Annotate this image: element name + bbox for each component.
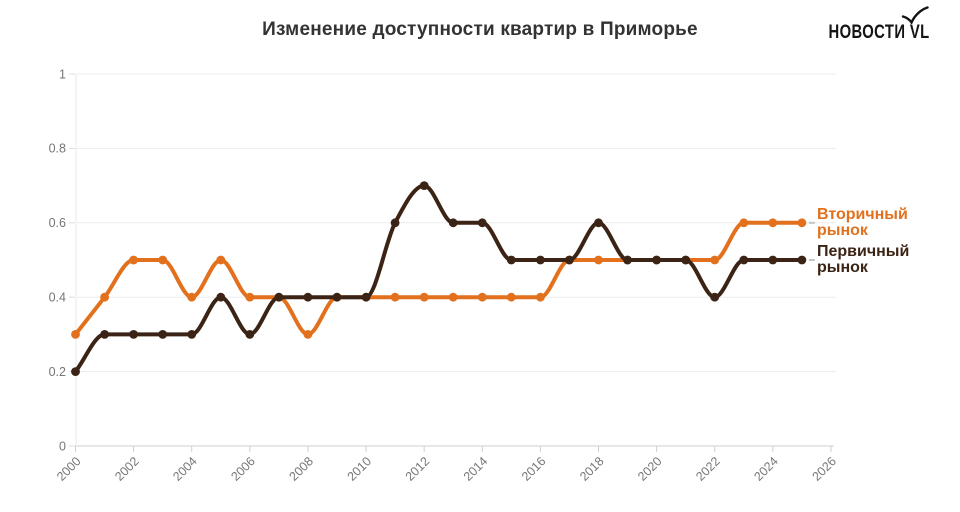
svg-text:2008: 2008 bbox=[286, 454, 316, 484]
svg-text:0.4: 0.4 bbox=[49, 291, 66, 305]
svg-text:2024: 2024 bbox=[751, 454, 781, 484]
svg-text:2012: 2012 bbox=[403, 454, 433, 484]
svg-text:2004: 2004 bbox=[170, 454, 200, 484]
svg-text:2018: 2018 bbox=[577, 454, 607, 484]
svg-text:2006: 2006 bbox=[228, 454, 258, 484]
news-vl-logo: НОВОСТИ VL bbox=[800, 6, 930, 44]
legend-secondary-market: Вторичный рынок bbox=[817, 207, 908, 239]
legend-primary-market: Первичный рынок bbox=[817, 244, 909, 276]
svg-text:2014: 2014 bbox=[461, 454, 491, 484]
svg-text:2022: 2022 bbox=[693, 454, 723, 484]
logo-text: НОВОСТИ VL bbox=[828, 22, 930, 43]
svg-text:0.8: 0.8 bbox=[49, 142, 66, 156]
legend-label-line: рынок bbox=[817, 259, 868, 276]
svg-text:0: 0 bbox=[59, 439, 66, 453]
svg-text:2026: 2026 bbox=[809, 454, 839, 484]
legend-label-line: рынок bbox=[817, 222, 868, 239]
svg-text:1: 1 bbox=[59, 67, 66, 81]
bird-check-icon bbox=[901, 6, 929, 24]
legend-label-line: Вторичный bbox=[817, 206, 908, 223]
svg-text:0.6: 0.6 bbox=[49, 216, 66, 230]
svg-text:2010: 2010 bbox=[345, 454, 375, 484]
svg-text:2016: 2016 bbox=[519, 454, 549, 484]
chart-title: Изменение доступности квартир в Приморье bbox=[262, 19, 698, 40]
svg-text:2020: 2020 bbox=[635, 454, 665, 484]
legend-label-line: Первичный bbox=[817, 243, 910, 260]
svg-text:0.2: 0.2 bbox=[49, 365, 66, 379]
svg-text:2002: 2002 bbox=[112, 454, 142, 484]
svg-text:2000: 2000 bbox=[54, 454, 84, 484]
